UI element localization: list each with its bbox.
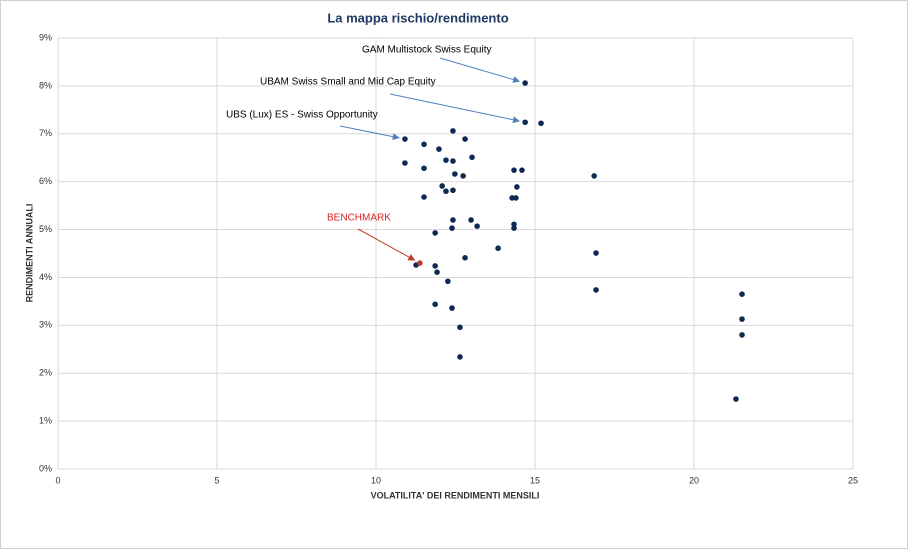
- point: [462, 136, 468, 142]
- point: [513, 195, 519, 201]
- point: [495, 245, 501, 252]
- point: [511, 167, 517, 173]
- point: [421, 141, 427, 148]
- point: [432, 301, 438, 308]
- point: [519, 167, 525, 173]
- point: [449, 305, 455, 311]
- point: [468, 217, 474, 223]
- point: [402, 136, 408, 142]
- point: [449, 225, 455, 231]
- y-axis-title: RENDIMENTI ANNUALI: [24, 204, 34, 303]
- point: [450, 128, 456, 134]
- point: [733, 396, 739, 402]
- y-tick-label: 1%: [39, 415, 52, 425]
- point: [591, 173, 597, 179]
- x-axis-title: VOLATILITA' DEI RENDIMENTI MENSILI: [371, 490, 540, 500]
- point: [450, 187, 456, 194]
- point: [450, 217, 456, 223]
- point: [514, 184, 520, 190]
- point: [443, 188, 449, 195]
- point: [445, 278, 451, 285]
- annotation-arrow: [357, 228, 416, 261]
- annotation: BENCHMARK: [327, 213, 391, 224]
- point: [439, 183, 445, 189]
- y-tick-label: 7%: [39, 128, 52, 138]
- annotation-arrow: [339, 125, 400, 141]
- point: [417, 260, 423, 266]
- chart-title: La mappa rischio/rendimento: [327, 10, 508, 25]
- point: [593, 287, 599, 293]
- point: [436, 146, 442, 152]
- point: [421, 194, 427, 200]
- point: [739, 316, 745, 322]
- point: [474, 223, 480, 230]
- point: [469, 154, 475, 161]
- y-tick-label: 0%: [39, 463, 52, 473]
- point: [432, 230, 438, 236]
- point: [457, 354, 463, 360]
- point: [739, 332, 745, 338]
- point: [443, 157, 449, 163]
- y-tick-label: 8%: [39, 80, 52, 90]
- point: [511, 221, 517, 228]
- annotation: UBAM Swiss Small and Mid Cap Equity: [260, 77, 436, 88]
- point: [457, 324, 463, 331]
- point: [538, 120, 544, 127]
- x-tick-label: 15: [530, 475, 540, 485]
- point: [452, 171, 458, 177]
- y-tick-label: 9%: [39, 32, 52, 42]
- annotation-arrow: [389, 93, 520, 124]
- point: [421, 165, 427, 172]
- point: [450, 158, 456, 164]
- annotation-arrow: [439, 57, 521, 83]
- x-tick-label: 0: [55, 475, 60, 485]
- point: [511, 225, 517, 231]
- point: [460, 173, 466, 179]
- x-tick-label: 20: [689, 475, 699, 485]
- point: [593, 250, 599, 256]
- y-tick-label: 3%: [39, 320, 52, 330]
- y-tick-label: 6%: [39, 176, 52, 186]
- point: [434, 269, 440, 275]
- x-tick-label: 25: [848, 475, 858, 485]
- y-tick-label: 2%: [39, 368, 52, 378]
- annotation: GAM Multistock Swiss Equity: [362, 45, 491, 56]
- point: [739, 291, 745, 298]
- point: [522, 119, 528, 126]
- annotation: UBS (Lux) ES - Swiss Opportunity: [226, 110, 378, 121]
- y-tick-label: 5%: [39, 224, 52, 234]
- point: [432, 263, 438, 269]
- y-tick-label: 4%: [39, 272, 52, 282]
- point: [522, 80, 528, 86]
- x-tick-label: 10: [371, 475, 381, 485]
- point: [462, 255, 468, 261]
- x-tick-label: 5: [214, 475, 219, 485]
- point: [402, 160, 408, 166]
